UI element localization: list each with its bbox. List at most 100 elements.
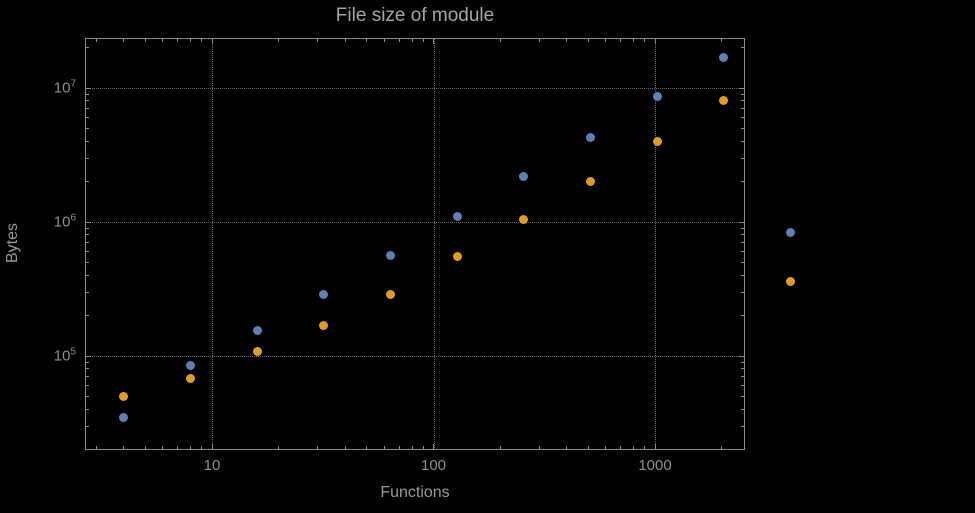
tick-mark (86, 117, 89, 119)
tick-mark (538, 39, 540, 42)
tick-mark (383, 39, 385, 42)
tick-mark (644, 39, 646, 42)
data-point-series-blue (252, 325, 262, 335)
tick-mark (741, 376, 744, 378)
data-point-series-orange (319, 320, 329, 330)
tick-mark (86, 227, 89, 229)
tick-mark (741, 425, 744, 427)
tick-mark (739, 221, 744, 223)
tick-mark (741, 93, 744, 95)
tick-mark (620, 446, 622, 449)
tick-mark (177, 446, 179, 449)
y-axis-label: Bytes (4, 222, 21, 264)
tick-mark (190, 446, 192, 449)
tick-mark (741, 315, 744, 317)
tick-mark (344, 39, 346, 42)
tick-mark (741, 157, 744, 159)
data-point-series-blue (319, 289, 329, 299)
tick-mark (741, 108, 744, 110)
tick-mark (566, 39, 568, 42)
tick-mark (538, 446, 540, 449)
data-point-series-blue (719, 52, 729, 62)
tick-mark (422, 446, 424, 449)
tick-mark (86, 140, 89, 142)
tick-mark (741, 242, 744, 244)
data-point-series-orange (786, 276, 796, 286)
data-point-series-orange (586, 177, 596, 187)
tick-mark (741, 408, 744, 410)
gridline-horizontal (85, 356, 745, 357)
x-tick-label: 100 (420, 457, 447, 474)
gridline-vertical (433, 38, 435, 450)
x-axis-label: Functions (380, 484, 450, 501)
tick-mark (587, 39, 589, 42)
tick-mark (190, 39, 192, 42)
gridline-vertical (655, 38, 656, 450)
tick-mark (211, 444, 213, 449)
data-point-series-blue (386, 251, 396, 261)
tick-mark (123, 39, 125, 42)
plot-frame (85, 38, 745, 450)
tick-mark (211, 39, 213, 44)
tick-mark (633, 446, 635, 449)
tick-mark (433, 444, 434, 449)
tick-mark (422, 39, 424, 42)
tick-mark (162, 446, 164, 449)
tick-mark (605, 446, 607, 449)
tick-mark (144, 446, 146, 449)
tick-mark (741, 449, 744, 451)
tick-mark (86, 100, 89, 102)
tick-mark (86, 221, 91, 223)
tick-mark (86, 449, 89, 451)
gridline-horizontal (85, 222, 745, 223)
tick-mark (605, 39, 607, 42)
tick-mark (86, 395, 89, 397)
tick-mark (566, 446, 568, 449)
x-tick-label: 1000 (638, 457, 672, 474)
tick-mark (177, 39, 179, 42)
tick-mark (86, 87, 91, 89)
tick-mark (741, 274, 744, 276)
tick-mark (86, 361, 89, 363)
tick-mark (433, 39, 434, 44)
tick-mark (398, 39, 400, 42)
tick-mark (739, 355, 744, 357)
tick-mark (741, 117, 744, 119)
data-point-series-orange (452, 252, 462, 262)
tick-mark (654, 39, 656, 44)
tick-mark (741, 181, 744, 183)
tick-mark (86, 108, 89, 110)
tick-mark (499, 446, 501, 449)
tick-mark (86, 315, 89, 317)
tick-mark (317, 39, 319, 42)
data-point-series-orange (386, 289, 396, 299)
x-tick-label: 10 (203, 457, 221, 474)
tick-mark (86, 291, 89, 293)
data-point-series-blue (586, 132, 596, 142)
tick-mark (86, 408, 89, 410)
tick-mark (86, 385, 89, 387)
tick-mark (411, 446, 413, 449)
tick-mark (633, 39, 635, 42)
chart-title: File size of module (335, 5, 495, 26)
tick-mark (86, 234, 89, 236)
tick-mark (86, 47, 89, 49)
tick-mark (344, 446, 346, 449)
tick-mark (144, 39, 146, 42)
tick-mark (366, 39, 368, 42)
tick-mark (741, 100, 744, 102)
tick-mark (739, 87, 744, 89)
data-point-series-blue (519, 171, 529, 181)
tick-mark (741, 127, 744, 129)
tick-mark (86, 242, 89, 244)
tick-mark (741, 47, 744, 49)
data-point-series-blue (452, 211, 462, 221)
gridline-vertical (212, 38, 213, 450)
tick-mark (86, 368, 89, 370)
tick-mark (86, 425, 89, 427)
tick-mark (317, 446, 319, 449)
y-tick-label: 105 (53, 346, 76, 365)
data-point-series-orange (119, 391, 129, 401)
tick-mark (741, 395, 744, 397)
